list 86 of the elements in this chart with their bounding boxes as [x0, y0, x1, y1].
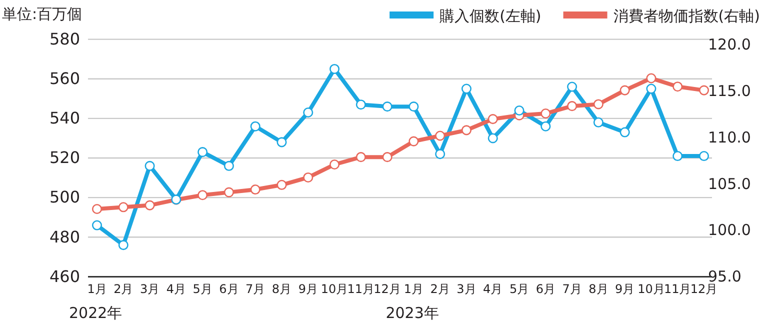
point	[330, 64, 340, 74]
point	[461, 84, 472, 94]
x-tick-label: 10月	[320, 282, 348, 296]
point	[540, 121, 551, 132]
x-tick-label: 10月	[638, 282, 665, 296]
point	[224, 160, 234, 171]
x-tick-label: 9月	[615, 282, 635, 296]
point	[92, 220, 102, 230]
point	[488, 133, 498, 144]
point	[118, 202, 128, 212]
point	[356, 100, 366, 110]
point	[646, 73, 656, 84]
y2-tick-label: 100.0	[708, 221, 751, 240]
point	[461, 125, 472, 136]
y-tick-label: 580	[49, 29, 80, 48]
x-tick-label: 12月	[690, 282, 718, 296]
point	[646, 84, 656, 94]
x-tick-label: 4月	[483, 282, 503, 296]
point	[620, 85, 630, 96]
x-tick-label: 2月	[430, 282, 450, 296]
x-tick-label: 11月	[664, 282, 692, 296]
text: 2022年	[69, 304, 122, 322]
legend-label: 消費者物価指数(右軸)	[613, 7, 760, 25]
y2-tick-label: 110.0	[708, 128, 751, 146]
point	[488, 114, 498, 124]
point	[198, 190, 208, 200]
point	[118, 240, 128, 250]
y2-tick-label: 115.0	[708, 82, 751, 100]
y2-tick-label: 105.0	[708, 174, 751, 193]
point	[250, 184, 260, 195]
point	[514, 106, 524, 116]
point	[250, 121, 260, 132]
point	[593, 117, 604, 128]
point	[435, 130, 446, 141]
x-tick-label: 4月	[166, 282, 186, 296]
text: 2023年	[386, 304, 439, 322]
point	[698, 85, 710, 96]
x-tick-label: 9月	[298, 282, 318, 296]
point	[303, 172, 314, 182]
y-axis-title: 単位:百万個	[2, 5, 82, 23]
point	[276, 137, 287, 148]
y-tick-label: 480	[49, 227, 80, 246]
x-tick-label: 3月	[140, 282, 160, 296]
point	[382, 102, 392, 112]
point	[672, 151, 683, 162]
x-tick-label: 3月	[456, 282, 476, 296]
x-tick-label: 5月	[192, 282, 212, 296]
point	[92, 204, 102, 214]
point	[303, 107, 314, 118]
y-tick-label: 460	[49, 266, 80, 286]
point	[567, 101, 578, 112]
y-tick-label: 560	[49, 68, 80, 88]
x-tick-label: 6月	[536, 282, 556, 296]
y-tick-label: 520	[49, 148, 80, 168]
x-tick-label: 8月	[272, 282, 292, 296]
x-tick-label: 1月	[87, 282, 107, 296]
x-tick-label: 5月	[509, 282, 530, 296]
point	[330, 159, 340, 170]
point	[144, 160, 155, 171]
point	[408, 136, 419, 146]
point	[408, 102, 419, 112]
y2-tick-label: 120.0	[708, 36, 751, 54]
point	[435, 149, 446, 160]
x-tick-label: 6月	[219, 282, 239, 296]
x-tick-label: 7月	[562, 282, 582, 296]
y-tick-label: 500	[49, 188, 80, 207]
x-tick-label: 8月	[588, 282, 608, 296]
point	[198, 147, 208, 158]
point	[620, 127, 630, 138]
point	[144, 200, 155, 210]
point	[224, 187, 234, 198]
point	[672, 82, 683, 92]
y-tick-label: 540	[49, 108, 80, 128]
x-tick-label: 2月	[114, 282, 134, 296]
x-tick-label: 1月	[404, 282, 424, 296]
point	[567, 82, 578, 92]
point	[356, 152, 366, 162]
legend-label: 購入個数(左軸)	[440, 7, 542, 25]
point	[593, 99, 604, 110]
x-tick-label: 12月	[374, 282, 401, 296]
x-tick-label: 7月	[246, 282, 266, 296]
point	[698, 151, 710, 162]
point	[382, 152, 392, 162]
point	[276, 180, 287, 190]
x-tick-label: 11月	[347, 282, 375, 296]
point	[540, 108, 551, 118]
